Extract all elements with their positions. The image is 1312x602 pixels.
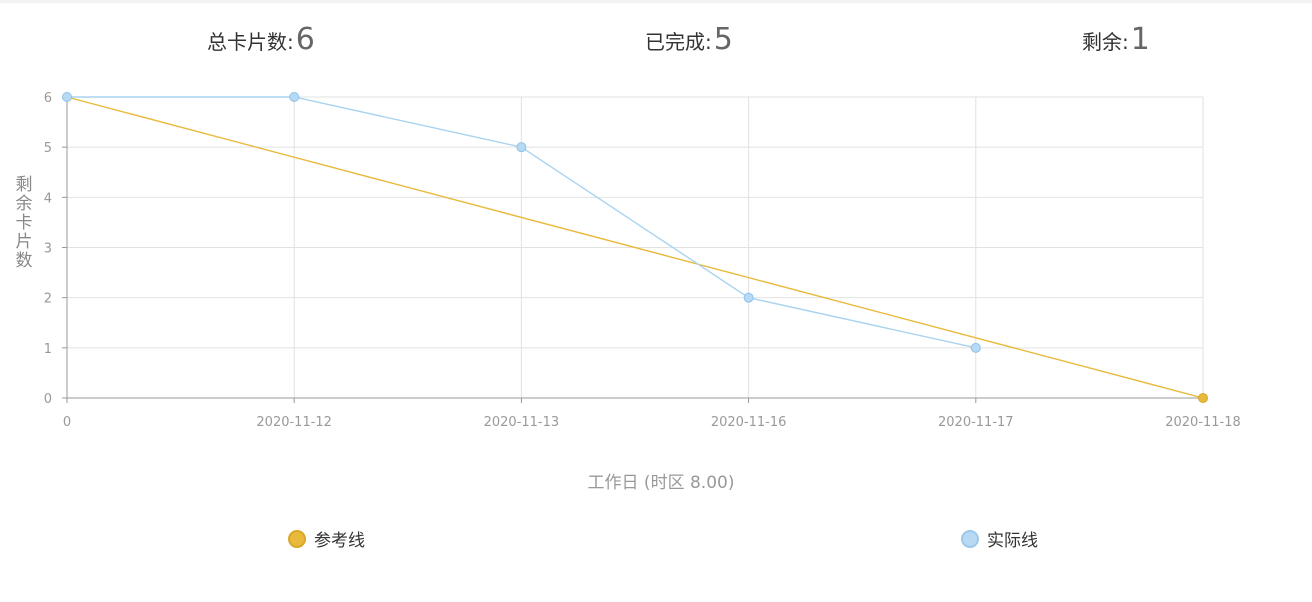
y-tick-label: 1 [44,342,52,357]
y-tick-label: 4 [44,191,52,206]
legend-actual-label: 实际线 [987,531,1038,551]
actual-point [743,292,754,303]
remaining-value: 1 [1130,22,1150,57]
tick-label-layer: 0 1 2 3 4 5 6 0 2020-11-12 2020-11-13 2020-11-16 20… [44,91,1241,430]
total-cards-label: 总卡片数: [207,30,294,54]
x-axis-label: 工作日 (时区 8.00) [587,473,735,493]
actual-point [289,92,300,102]
x-tick-label: 2020-11-17 [938,415,1014,430]
actual-point [62,92,72,102]
y-tick-label: 0 [44,392,52,407]
legend-reference-label: 参考线 [314,531,365,551]
completed-stat: 已完成: 5 [645,22,733,62]
x-tick-label: 2020-11-12 [256,415,332,430]
x-tick-label: 2020-11-18 [1165,415,1241,430]
legend-item-actual[interactable]: 实际线 [961,526,1038,551]
grid-layer [67,96,1204,398]
remaining-label: 剩余: [1082,30,1129,54]
top-border [0,0,1312,3]
axis-layer [62,96,1204,403]
completed-label: 已完成: [645,30,712,54]
completed-value: 5 [713,22,733,57]
x-tick-label: 2020-11-13 [484,415,560,430]
actual-swatch-icon [961,529,979,548]
actual-point [970,342,981,353]
total-cards-stat: 总卡片数: 6 [207,22,315,62]
total-cards-value: 6 [295,22,315,57]
reference-point [1198,393,1208,403]
series-layer [62,92,1208,403]
actual-point [516,142,527,153]
y-tick-label: 5 [44,141,52,156]
reference-swatch-icon [288,529,306,548]
y-tick-label: 2 [44,292,52,307]
y-axis-label: 剩余卡片数 [15,175,33,271]
y-tick-label: 6 [44,91,52,106]
remaining-stat: 剩余: 1 [1082,22,1150,62]
y-tick-label: 3 [44,242,52,257]
reference-line [66,96,1204,399]
legend-item-reference[interactable]: 参考线 [288,526,365,551]
x-tick-label: 0 [63,415,71,430]
x-tick-label: 2020-11-16 [711,415,787,430]
